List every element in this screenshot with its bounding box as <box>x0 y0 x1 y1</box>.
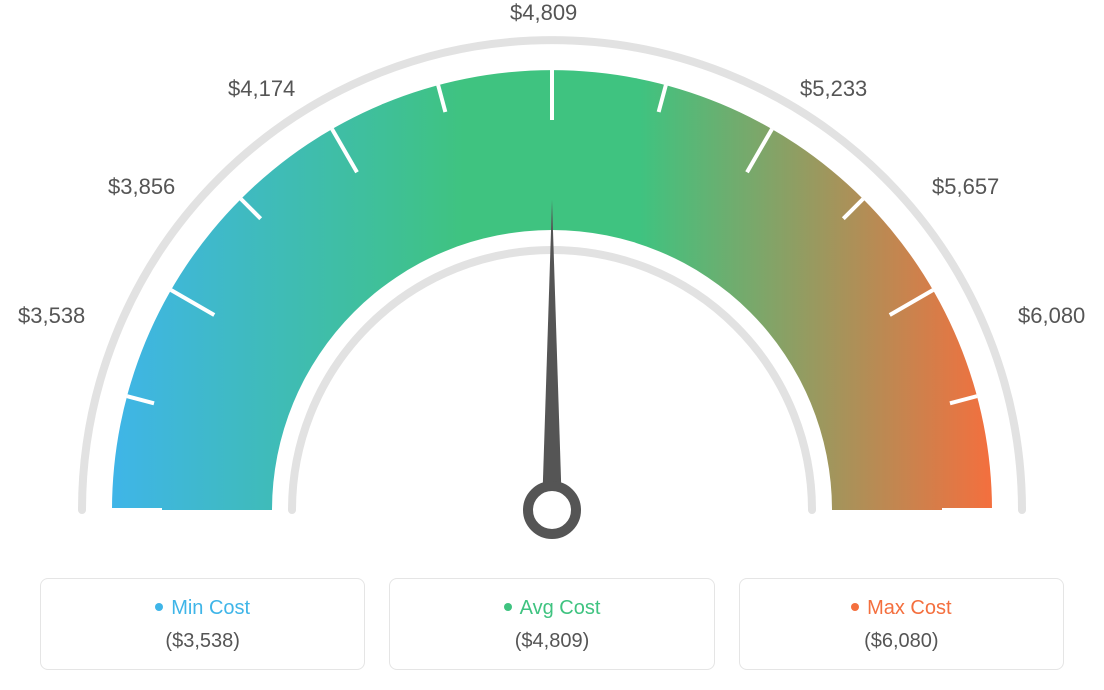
gauge-svg <box>52 10 1052 560</box>
legend-max-card: Max Cost ($6,080) <box>739 578 1064 670</box>
scale-label-0: $3,538 <box>18 303 85 329</box>
scale-label-1: $3,856 <box>108 174 175 200</box>
scale-label-6: $6,080 <box>1018 303 1085 329</box>
legend-max-value: ($6,080) <box>750 630 1053 653</box>
scale-label-4: $5,233 <box>800 76 867 102</box>
legend-min-label: Min Cost <box>171 597 250 619</box>
legend-min-title: Min Cost <box>51 597 354 620</box>
legend-avg-title: Avg Cost <box>400 597 703 620</box>
scale-label-5: $5,657 <box>932 174 999 200</box>
legend-min-value: ($3,538) <box>51 630 354 653</box>
scale-label-3: $4,809 <box>510 0 577 26</box>
dot-icon-avg <box>504 603 512 611</box>
dot-icon-min <box>155 603 163 611</box>
legend-max-label: Max Cost <box>867 597 951 619</box>
dot-icon-max <box>851 603 859 611</box>
legend-avg-value: ($4,809) <box>400 630 703 653</box>
legend-avg-card: Avg Cost ($4,809) <box>389 578 714 670</box>
legend-min-card: Min Cost ($3,538) <box>40 578 365 670</box>
scale-label-2: $4,174 <box>228 76 295 102</box>
legend-row: Min Cost ($3,538) Avg Cost ($4,809) Max … <box>40 578 1064 670</box>
gauge-chart: $3,538 $3,856 $4,174 $4,809 $5,233 $5,65… <box>0 0 1104 560</box>
legend-avg-label: Avg Cost <box>520 597 601 619</box>
legend-max-title: Max Cost <box>750 597 1053 620</box>
